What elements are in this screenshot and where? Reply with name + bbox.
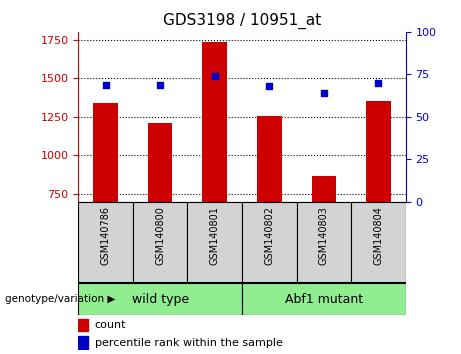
Bar <box>78 283 242 315</box>
Point <box>211 73 219 79</box>
Text: percentile rank within the sample: percentile rank within the sample <box>95 338 283 348</box>
Text: GSM140803: GSM140803 <box>319 206 329 265</box>
Bar <box>78 336 88 349</box>
Title: GDS3198 / 10951_at: GDS3198 / 10951_at <box>163 13 321 29</box>
Point <box>375 80 382 86</box>
Bar <box>242 283 406 315</box>
Bar <box>366 101 390 202</box>
Bar <box>257 116 282 202</box>
Bar <box>296 202 351 283</box>
Bar <box>242 202 296 283</box>
Bar <box>94 103 118 202</box>
Text: Abf1 mutant: Abf1 mutant <box>285 293 363 306</box>
Bar <box>202 42 227 202</box>
Bar <box>351 202 406 283</box>
Bar <box>133 202 188 283</box>
Text: GSM140802: GSM140802 <box>264 206 274 265</box>
Bar <box>148 123 172 202</box>
Point <box>320 90 327 96</box>
Text: wild type: wild type <box>132 293 189 306</box>
Text: GSM140786: GSM140786 <box>100 206 111 265</box>
Text: GSM140804: GSM140804 <box>373 206 384 265</box>
Bar <box>78 202 133 283</box>
Point <box>157 82 164 87</box>
Text: GSM140800: GSM140800 <box>155 206 165 265</box>
Bar <box>78 319 88 331</box>
Text: genotype/variation ▶: genotype/variation ▶ <box>5 294 115 304</box>
Bar <box>312 176 336 202</box>
Point <box>266 84 273 89</box>
Text: count: count <box>95 320 126 330</box>
Bar <box>188 202 242 283</box>
Text: GSM140801: GSM140801 <box>210 206 220 265</box>
Point <box>102 82 109 87</box>
